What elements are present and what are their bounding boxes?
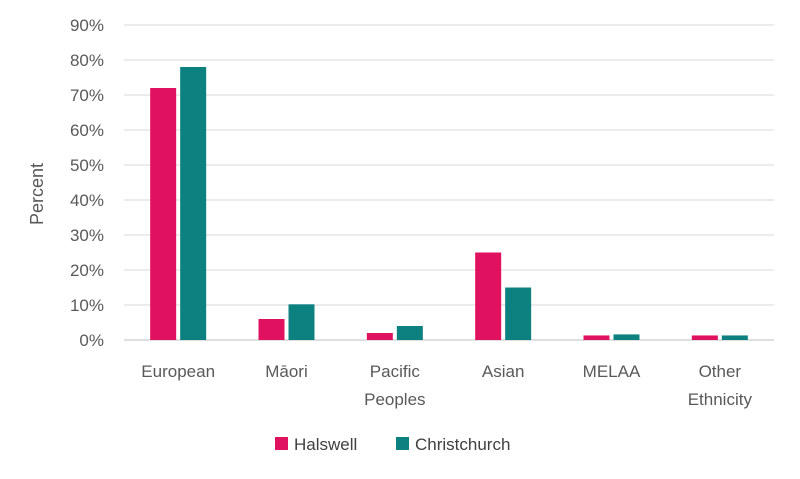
gridlines: [124, 24, 774, 341]
legend-swatch: [396, 437, 409, 450]
bar-halswell: [583, 335, 610, 340]
x-category-label: MELAA: [583, 362, 641, 381]
x-category-label: European: [141, 362, 215, 381]
bars: [150, 67, 748, 340]
y-tick-label: 80%: [70, 51, 104, 70]
legend: Halswell Christchurch: [275, 435, 510, 454]
x-category-label: Māori: [265, 362, 308, 381]
bar-christchurch: [180, 67, 207, 340]
y-axis-title: Percent: [27, 163, 47, 225]
bar-halswell: [366, 333, 393, 340]
legend-label: Christchurch: [415, 435, 510, 454]
bar-christchurch: [613, 334, 640, 340]
bar-halswell: [258, 319, 285, 340]
x-category-label: Peoples: [364, 390, 425, 409]
bar-christchurch: [396, 326, 423, 340]
bar-halswell: [150, 88, 177, 340]
y-axis-ticks: 0% 10% 20% 30% 40% 50% 60% 70% 80% 90%: [70, 16, 104, 350]
y-tick-label: 0%: [79, 331, 104, 350]
y-tick-label: 70%: [70, 86, 104, 105]
x-category-label: Ethnicity: [688, 390, 753, 409]
y-tick-label: 90%: [70, 16, 104, 35]
y-tick-label: 30%: [70, 226, 104, 245]
y-tick-label: 60%: [70, 121, 104, 140]
y-tick-label: 50%: [70, 156, 104, 175]
y-tick-label: 40%: [70, 191, 104, 210]
y-tick-label: 20%: [70, 261, 104, 280]
bar-halswell: [475, 252, 502, 340]
y-tick-label: 10%: [70, 296, 104, 315]
bar-christchurch: [721, 335, 748, 340]
x-axis-categories: European Māori Pacific Peoples Asian MELAA Oth…: [141, 362, 752, 409]
x-category-label: Other: [699, 362, 742, 381]
bar-christchurch: [288, 304, 315, 340]
bar-halswell: [691, 335, 718, 340]
legend-swatch: [275, 437, 288, 450]
x-category-label: Asian: [482, 362, 525, 381]
bar-christchurch: [505, 287, 532, 340]
legend-label: Halswell: [294, 435, 357, 454]
x-category-label: Pacific: [370, 362, 421, 381]
